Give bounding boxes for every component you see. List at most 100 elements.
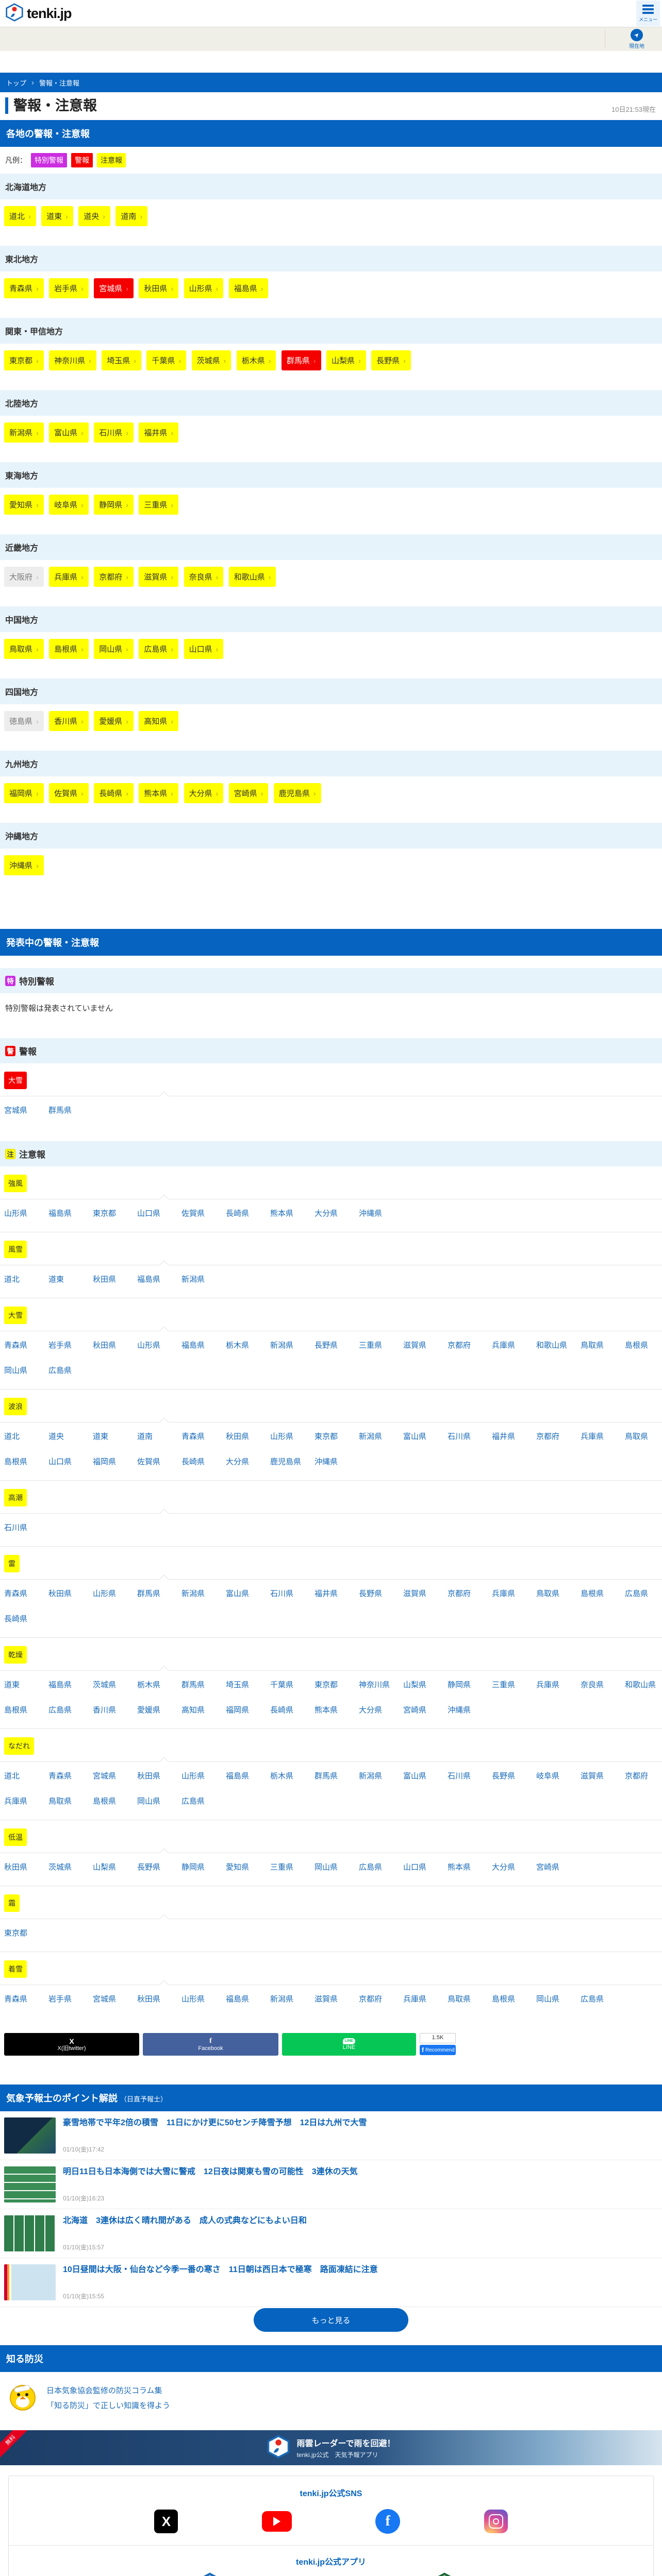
prefecture-button[interactable]: 鳥取県 ›: [4, 639, 44, 659]
area-link[interactable]: 島根県: [4, 1706, 28, 1715]
prefecture-button[interactable]: 道東 ›: [41, 206, 73, 227]
share-facebook-button[interactable]: f Facebook: [143, 2033, 278, 2056]
breadcrumb-home[interactable]: トップ: [6, 79, 27, 87]
area-link[interactable]: 熊本県: [315, 1706, 338, 1715]
area-link[interactable]: 広島県: [48, 1706, 72, 1715]
area-link[interactable]: 富山県: [403, 1432, 427, 1442]
area-link[interactable]: 道北: [4, 1275, 20, 1284]
area-link[interactable]: 秋田県: [226, 1432, 250, 1442]
area-link[interactable]: 静岡県: [181, 1863, 205, 1872]
area-link[interactable]: 鳥取県: [581, 1341, 604, 1350]
area-link[interactable]: 三重県: [270, 1863, 294, 1872]
area-link[interactable]: 山形県: [270, 1432, 294, 1442]
area-link[interactable]: 山梨県: [403, 1681, 427, 1690]
area-link[interactable]: 福島県: [48, 1681, 72, 1690]
prefecture-button[interactable]: 福岡県 ›: [4, 783, 44, 804]
area-link[interactable]: 山口県: [48, 1458, 72, 1467]
area-link[interactable]: 青森県: [181, 1432, 205, 1442]
prefecture-button[interactable]: 奈良県 ›: [184, 567, 224, 587]
area-link[interactable]: 道南: [137, 1432, 153, 1442]
area-link[interactable]: 三重県: [492, 1681, 516, 1690]
area-link[interactable]: 山口県: [137, 1209, 161, 1218]
area-link[interactable]: 愛知県: [226, 1863, 250, 1872]
area-link[interactable]: 長崎県: [4, 1615, 28, 1624]
prefecture-button[interactable]: 熊本県 ›: [139, 783, 179, 804]
area-link[interactable]: 石川県: [4, 1523, 28, 1533]
app-promo-banner[interactable]: 無料 雨雲レーダーで雨を回避！ tenki.jp公式 天気予報アプリ: [0, 2430, 662, 2466]
area-link[interactable]: 鳥取県: [448, 1995, 471, 2004]
prefecture-button[interactable]: 鹿児島県 ›: [273, 783, 321, 804]
area-link[interactable]: 東京都: [315, 1432, 338, 1442]
prefecture-button[interactable]: 道北 ›: [4, 206, 36, 227]
area-link[interactable]: 鳥取県: [536, 1589, 560, 1599]
area-link[interactable]: 富山県: [403, 1772, 427, 1781]
prefecture-button[interactable]: 茨城県 ›: [191, 350, 231, 371]
area-link[interactable]: 宮崎県: [403, 1706, 427, 1715]
area-link[interactable]: 福岡県: [93, 1458, 117, 1467]
prefecture-button[interactable]: 島根県 ›: [49, 639, 89, 659]
prefecture-button[interactable]: 山梨県 ›: [326, 350, 366, 371]
area-link[interactable]: 大分県: [492, 1863, 516, 1872]
area-link[interactable]: 茨城県: [93, 1681, 117, 1690]
prefecture-button[interactable]: 兵庫県 ›: [49, 567, 89, 587]
area-link[interactable]: 栃木県: [137, 1681, 161, 1690]
area-link[interactable]: 熊本県: [448, 1863, 471, 1872]
area-link[interactable]: 広島県: [625, 1589, 649, 1599]
area-link[interactable]: 滋賀県: [403, 1589, 427, 1599]
area-link[interactable]: 青森県: [4, 1341, 28, 1350]
area-link[interactable]: 秋田県: [93, 1275, 117, 1284]
app-tozan-tenki[interactable]: tenki.jp 登山天気: [421, 2572, 467, 2576]
area-link[interactable]: 京都府: [448, 1341, 471, 1350]
prefecture-button[interactable]: 秋田県 ›: [139, 278, 179, 299]
area-link[interactable]: 道央: [48, 1432, 64, 1442]
instagram-icon[interactable]: [484, 2510, 508, 2534]
area-link[interactable]: 道東: [93, 1432, 109, 1442]
prefecture-button[interactable]: 埼玉県 ›: [102, 350, 141, 371]
area-link[interactable]: 京都府: [359, 1995, 383, 2004]
area-link[interactable]: 埼玉県: [226, 1681, 250, 1690]
area-link[interactable]: 福岡県: [226, 1706, 250, 1715]
menu-button[interactable]: メニュー: [636, 1, 660, 26]
prefecture-button[interactable]: 山口県 ›: [184, 639, 224, 659]
area-link[interactable]: 茨城県: [48, 1863, 72, 1872]
area-link[interactable]: 石川県: [448, 1432, 471, 1442]
news-item[interactable]: 10日昼間は大阪・仙台など今季一番の寒さ 11日朝は西日本で極寒 路面凍結に注意…: [0, 2258, 662, 2308]
area-link[interactable]: 東京都: [4, 1929, 28, 1938]
area-link[interactable]: 京都府: [625, 1772, 649, 1781]
prefecture-button[interactable]: 福井県 ›: [139, 422, 179, 443]
area-link[interactable]: 滋賀県: [581, 1772, 604, 1781]
area-link[interactable]: 石川県: [448, 1772, 471, 1781]
area-link[interactable]: 長崎県: [226, 1209, 250, 1218]
prefecture-button[interactable]: 神奈川県 ›: [49, 350, 96, 371]
area-link[interactable]: 青森県: [4, 1995, 28, 2004]
area-link[interactable]: 宮城県: [4, 1106, 28, 1115]
prefecture-button[interactable]: 道南 ›: [115, 206, 148, 227]
area-link[interactable]: 石川県: [270, 1589, 294, 1599]
area-link[interactable]: 青森県: [48, 1772, 72, 1781]
prefecture-button[interactable]: 大阪府 ›: [4, 567, 44, 587]
area-link[interactable]: 神奈川県: [359, 1681, 390, 1690]
prefecture-button[interactable]: 長崎県 ›: [94, 783, 134, 804]
area-link[interactable]: 秋田県: [137, 1995, 161, 2004]
area-link[interactable]: 愛媛県: [137, 1706, 161, 1715]
prefecture-button[interactable]: 高知県 ›: [139, 711, 179, 732]
area-link[interactable]: 長野県: [359, 1589, 383, 1599]
prefecture-button[interactable]: 宮城県 ›: [94, 278, 134, 299]
area-link[interactable]: 兵庫県: [492, 1589, 516, 1599]
area-link[interactable]: 京都府: [448, 1589, 471, 1599]
area-link[interactable]: 秋田県: [48, 1589, 72, 1599]
area-link[interactable]: 長野県: [137, 1863, 161, 1872]
area-link[interactable]: 沖縄県: [448, 1706, 471, 1715]
area-link[interactable]: 岡山県: [4, 1366, 28, 1376]
prefecture-button[interactable]: 福島県 ›: [228, 278, 269, 299]
area-link[interactable]: 群馬県: [48, 1106, 72, 1115]
area-link[interactable]: 福井県: [315, 1589, 338, 1599]
area-link[interactable]: 秋田県: [93, 1341, 117, 1350]
area-link[interactable]: 栃木県: [270, 1772, 294, 1781]
facebook-icon[interactable]: f: [375, 2509, 401, 2534]
area-link[interactable]: 佐賀県: [137, 1458, 161, 1467]
area-link[interactable]: 福島県: [226, 1772, 250, 1781]
area-link[interactable]: 和歌山県: [536, 1341, 568, 1350]
area-link[interactable]: 長崎県: [181, 1458, 205, 1467]
area-link[interactable]: 宮城県: [93, 1772, 117, 1781]
